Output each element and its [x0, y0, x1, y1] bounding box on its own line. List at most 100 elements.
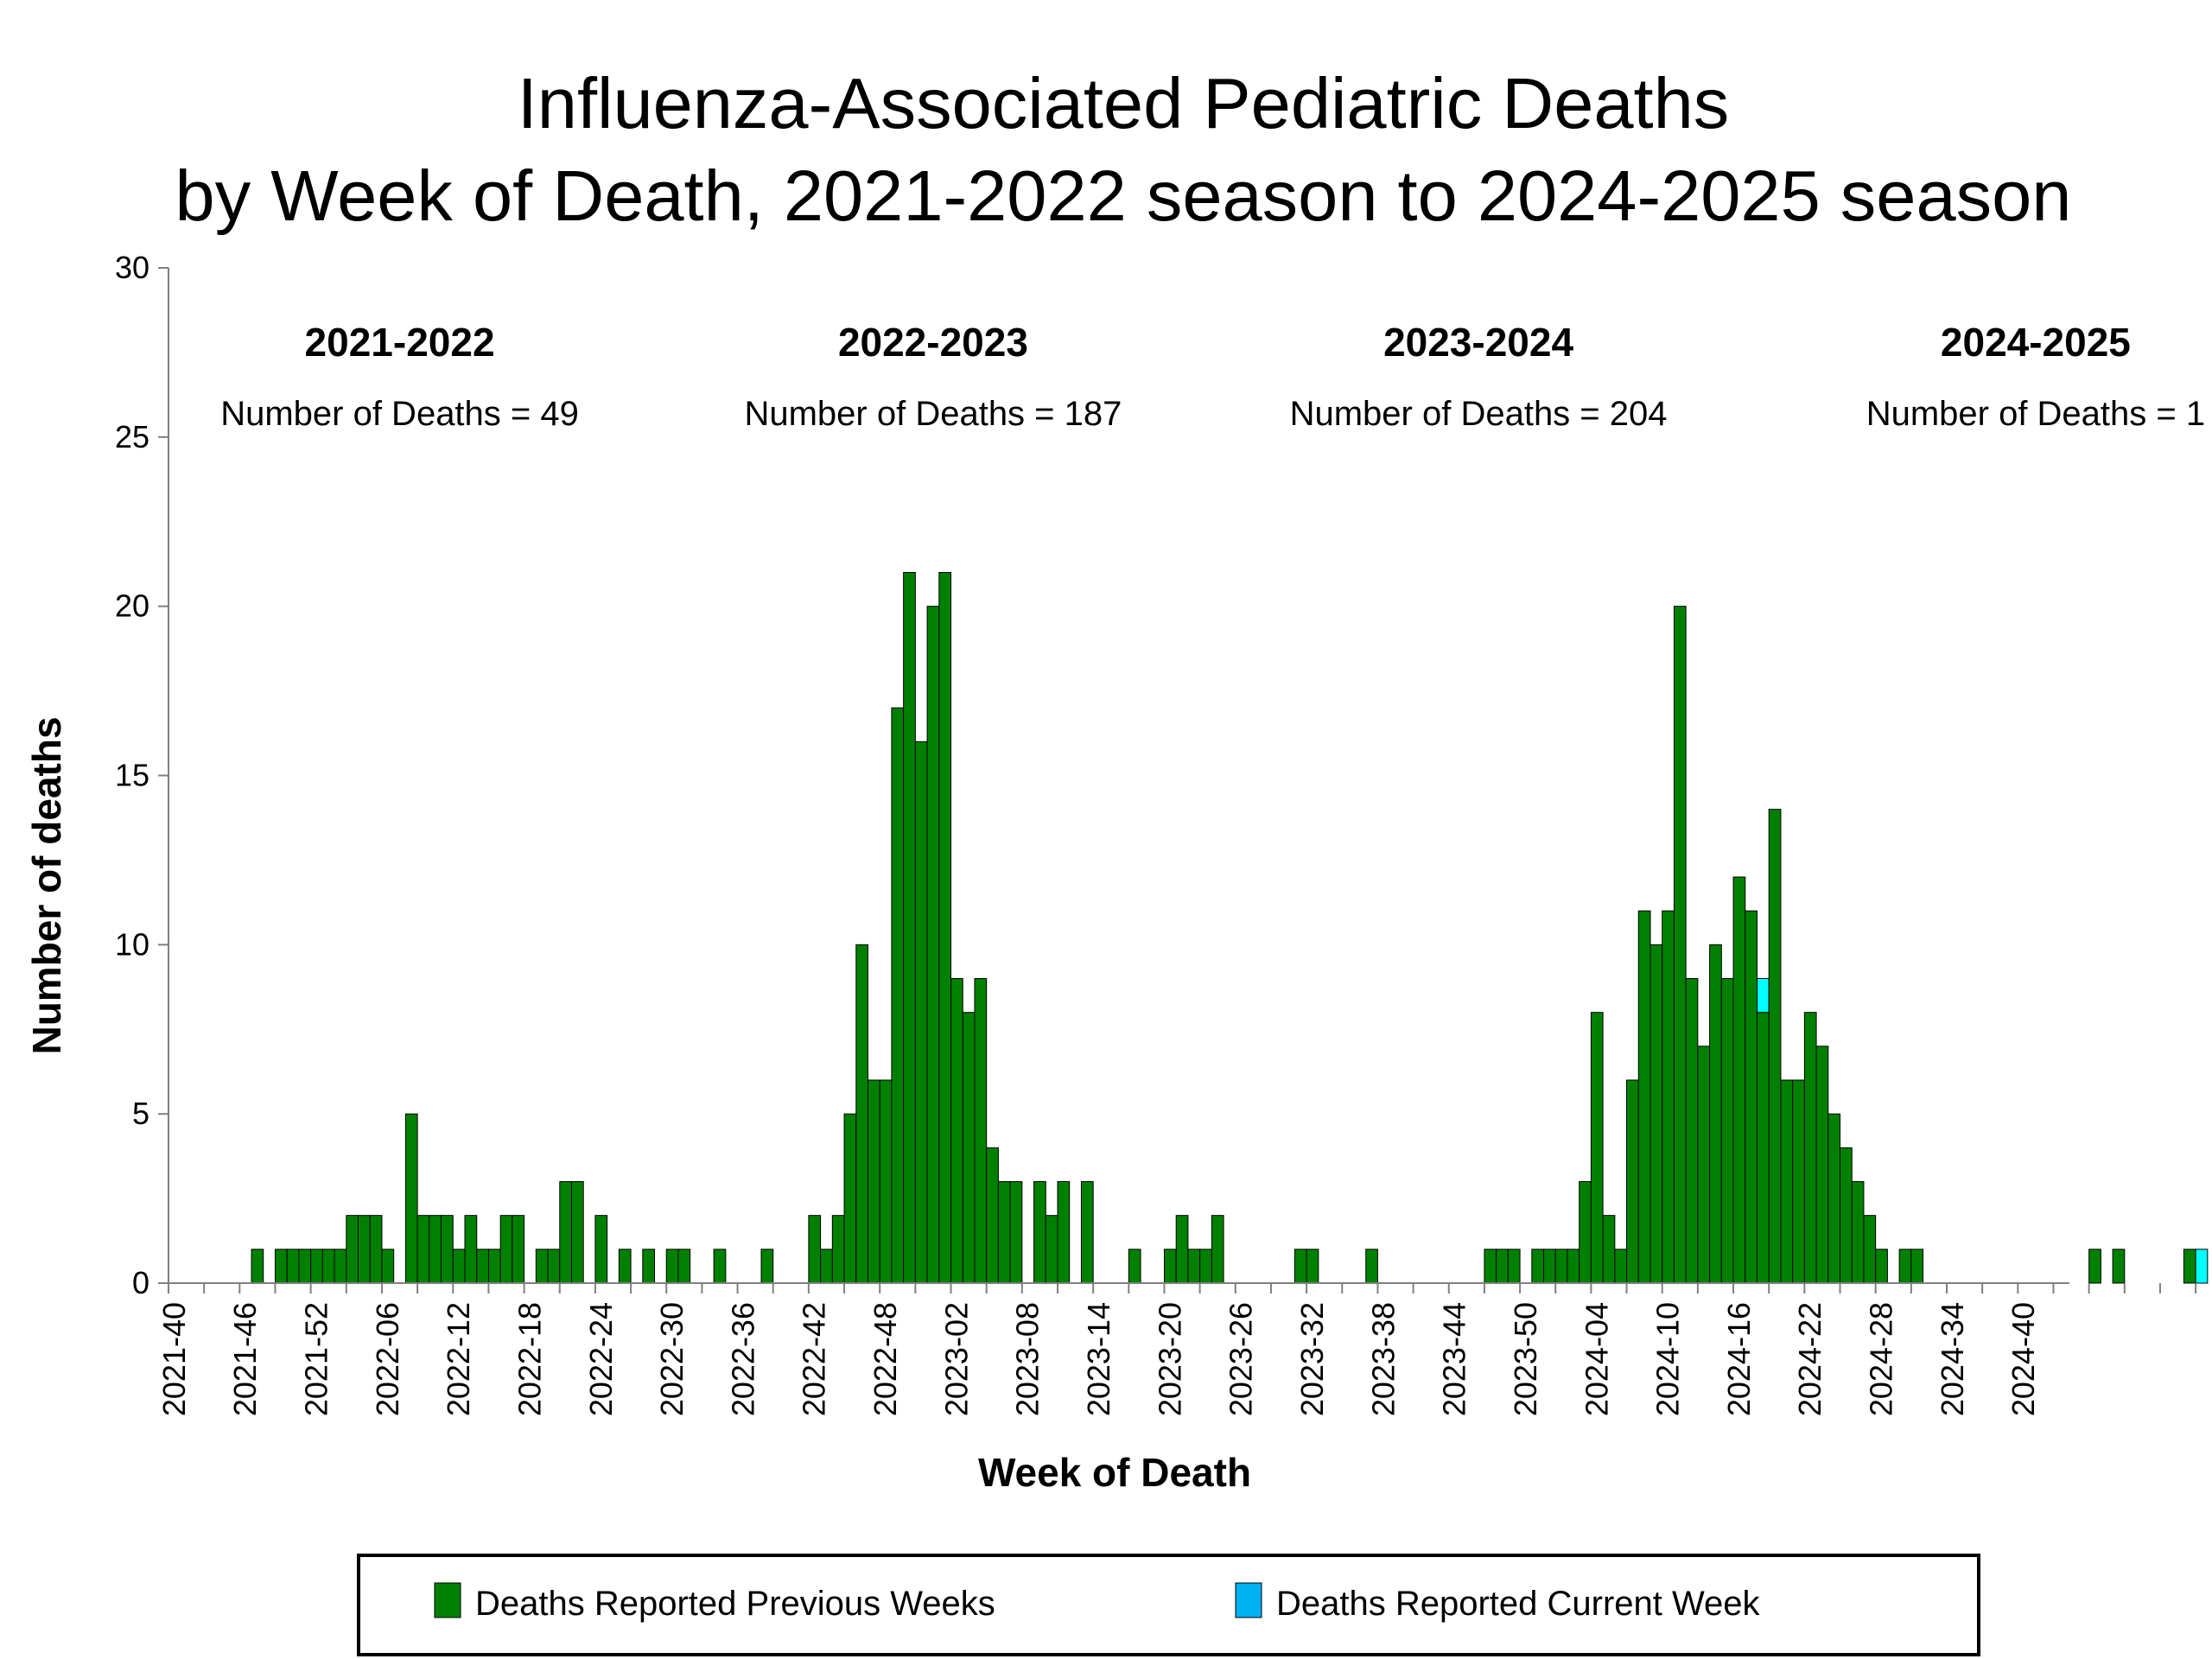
season-title: 2022-2023 [838, 320, 1028, 365]
bar-previous [1910, 1249, 1924, 1284]
season-title: 2021-2022 [305, 320, 495, 365]
bar-previous [1697, 1046, 1711, 1284]
bar-previous [369, 1215, 383, 1284]
bar-previous [760, 1249, 774, 1284]
bar-previous [1649, 944, 1663, 1284]
bar-previous [452, 1249, 466, 1284]
bar-previous [298, 1249, 312, 1284]
bar-previous [986, 1147, 999, 1284]
y-ticks: 0 5 10 15 20 25 30 [115, 250, 168, 1300]
bar-previous [404, 1113, 418, 1284]
legend-label-previous: Deaths Reported Previous Weeks [475, 1585, 995, 1623]
x-tick-label: 2022-30 [654, 1302, 690, 1416]
bar-previous [1720, 978, 1734, 1284]
bar-previous [286, 1249, 300, 1284]
bar-previous [1128, 1249, 1141, 1284]
bar-previous [1554, 1249, 1568, 1284]
x-tick-label: 2024-22 [1792, 1302, 1827, 1416]
bar-previous [1875, 1249, 1888, 1284]
bar-previous [535, 1249, 549, 1284]
bar-previous [1768, 809, 1782, 1284]
bar-previous [1685, 978, 1699, 1284]
bar-previous [1827, 1113, 1841, 1284]
bar-previous [1484, 1249, 1497, 1284]
x-tick-label: 2022-06 [370, 1302, 405, 1416]
bar-previous [1057, 1181, 1071, 1284]
bar-previous [808, 1215, 822, 1284]
x-tick-label: 2023-20 [1152, 1302, 1187, 1416]
legend-box [357, 1554, 1980, 1656]
chart-title-line1: Influenza-Associated Pediatric Deaths [518, 63, 1730, 143]
y-tick-label: 0 [132, 1265, 149, 1300]
season-death-count: Number of Deaths = 1 [1866, 395, 2205, 433]
bar-previous [1602, 1215, 1616, 1284]
bar-previous [1163, 1249, 1177, 1284]
x-tick-label: 2023-26 [1224, 1302, 1259, 1416]
x-tick-label: 2023-14 [1081, 1302, 1116, 1416]
bar-previous [1851, 1181, 1865, 1284]
bar-previous [867, 1079, 880, 1284]
bar-previous [1709, 944, 1722, 1284]
x-tick-label: 2021-40 [156, 1302, 192, 1416]
bar-previous [274, 1249, 288, 1284]
bar-previous [346, 1215, 359, 1284]
bar-previous [1756, 1012, 1770, 1284]
x-tick-label: 2023-08 [1010, 1302, 1046, 1416]
bar-current [1756, 978, 1770, 1014]
bar-previous [1045, 1215, 1058, 1284]
x-tick-label: 2022-36 [725, 1302, 760, 1416]
bar-previous [310, 1249, 323, 1284]
bar-previous [1863, 1215, 1877, 1284]
bar-previous [381, 1249, 395, 1284]
bar-previous [1009, 1181, 1023, 1284]
bar-previous [476, 1249, 489, 1284]
bar-previous [1626, 1079, 1639, 1284]
bar-previous [1673, 606, 1687, 1284]
bar-previous [974, 978, 988, 1284]
bar-previous [665, 1249, 679, 1284]
bar-previous [1080, 1181, 1094, 1284]
bar-previous [1187, 1249, 1201, 1284]
season-title: 2024-2025 [1941, 320, 2131, 365]
bars-group [251, 572, 2209, 1284]
y-axis-label: Number of deaths [24, 716, 69, 1054]
bar-previous [642, 1249, 656, 1284]
x-tick-label: 2024-28 [1864, 1302, 1899, 1416]
x-axis-label: Week of Death [978, 1450, 1251, 1495]
bar-previous [1745, 910, 1758, 1284]
x-tick-label: 2022-24 [583, 1302, 619, 1416]
x-tick-label: 2024-04 [1579, 1302, 1614, 1416]
bar-previous [251, 1249, 264, 1284]
bar-previous [1815, 1046, 1829, 1284]
bar-previous [843, 1113, 857, 1284]
bar-previous [713, 1249, 727, 1284]
bar-previous [1496, 1249, 1509, 1284]
bar-previous [926, 606, 940, 1284]
y-tick-label: 25 [115, 419, 149, 454]
bar-previous [855, 944, 868, 1284]
x-tick-label: 2022-42 [797, 1302, 832, 1416]
bar-previous [499, 1215, 513, 1284]
bar-previous [1590, 1012, 1604, 1284]
bar-previous [321, 1249, 335, 1284]
bar-previous [358, 1215, 371, 1284]
x-ticks: 2021-40 2021-46 2021-52 2022-06 2022-12 2022-… [156, 1283, 2197, 1416]
bar-previous [1732, 876, 1746, 1284]
bar-previous [903, 572, 916, 1284]
bar-previous [618, 1249, 632, 1284]
legend-swatch-current [1235, 1582, 1262, 1618]
y-tick-label: 15 [115, 758, 149, 793]
bar-previous [1579, 1181, 1592, 1284]
bar-previous [1543, 1249, 1556, 1284]
bar-previous [2112, 1249, 2126, 1284]
legend-label-current: Deaths Reported Current Week [1276, 1585, 1761, 1623]
x-tick-label: 2023-38 [1365, 1302, 1401, 1416]
bar-previous [512, 1215, 525, 1284]
x-tick-label: 2024-10 [1650, 1302, 1686, 1416]
bar-previous [1567, 1249, 1580, 1284]
bar-previous [1211, 1215, 1224, 1284]
season-labels: 2021-2022 Number of Deaths = 49 2022-2023 N… [220, 320, 2205, 433]
bar-previous [938, 572, 952, 1284]
x-tick-label: 2024-16 [1721, 1302, 1757, 1416]
